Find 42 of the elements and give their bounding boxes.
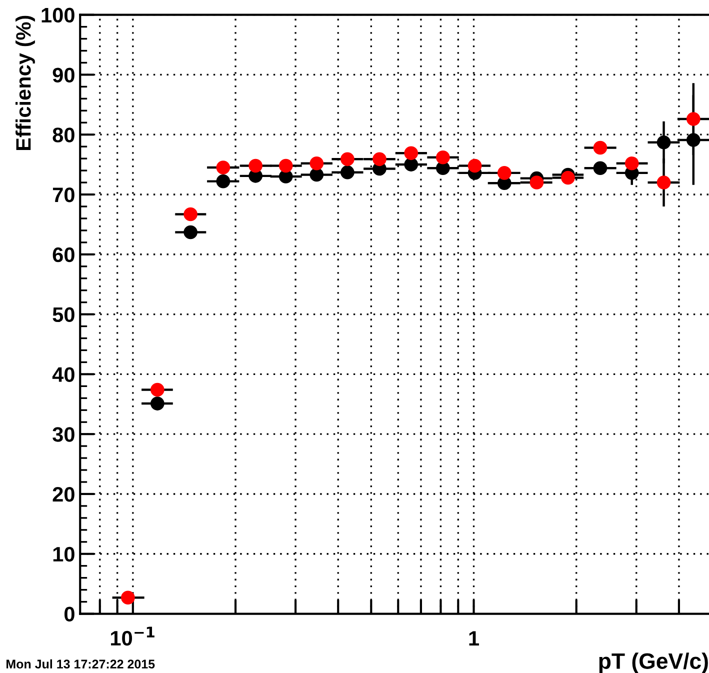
y-tick-label: 20 xyxy=(52,486,74,502)
point xyxy=(497,166,512,180)
y-tick-label: 100 xyxy=(42,8,74,23)
point xyxy=(184,207,198,222)
point xyxy=(436,161,450,176)
y-tick-label: 30 xyxy=(52,427,74,442)
point xyxy=(404,158,418,172)
x-tick-label: 1 xyxy=(469,631,479,646)
point xyxy=(686,112,700,126)
point xyxy=(468,158,482,173)
y-tick-label: 60 xyxy=(52,247,74,262)
point xyxy=(184,225,198,240)
point xyxy=(278,158,293,173)
point xyxy=(530,176,544,190)
point xyxy=(656,135,671,150)
point xyxy=(561,170,575,185)
x-axis-title: pT (GeV/c) xyxy=(599,652,708,673)
point xyxy=(372,152,386,166)
point xyxy=(593,161,608,176)
point xyxy=(436,150,450,164)
point xyxy=(624,156,639,170)
point xyxy=(278,170,293,184)
x-tick-label: 10$^{−1}$ xyxy=(110,626,154,646)
y-tick-label: 50 xyxy=(52,307,74,322)
point xyxy=(310,168,324,182)
point xyxy=(340,152,354,166)
y-tick-label: 90 xyxy=(52,68,74,82)
text: Mon Jul 13 17:27:22 2015 xyxy=(6,659,155,669)
point xyxy=(310,156,324,170)
point xyxy=(340,165,354,180)
point xyxy=(216,160,230,174)
y-tick-label: 40 xyxy=(52,367,74,382)
point xyxy=(404,146,418,160)
y-axis-title: Efficiency (%) xyxy=(16,16,35,150)
y-tick-label: 80 xyxy=(52,128,74,142)
point xyxy=(216,174,230,188)
y-tick-label: 10 xyxy=(53,546,74,562)
point xyxy=(593,140,608,155)
y-tick-label: 0 xyxy=(64,606,74,622)
point xyxy=(121,590,135,605)
y-tick-label: 70 xyxy=(52,188,74,202)
point xyxy=(656,176,671,190)
